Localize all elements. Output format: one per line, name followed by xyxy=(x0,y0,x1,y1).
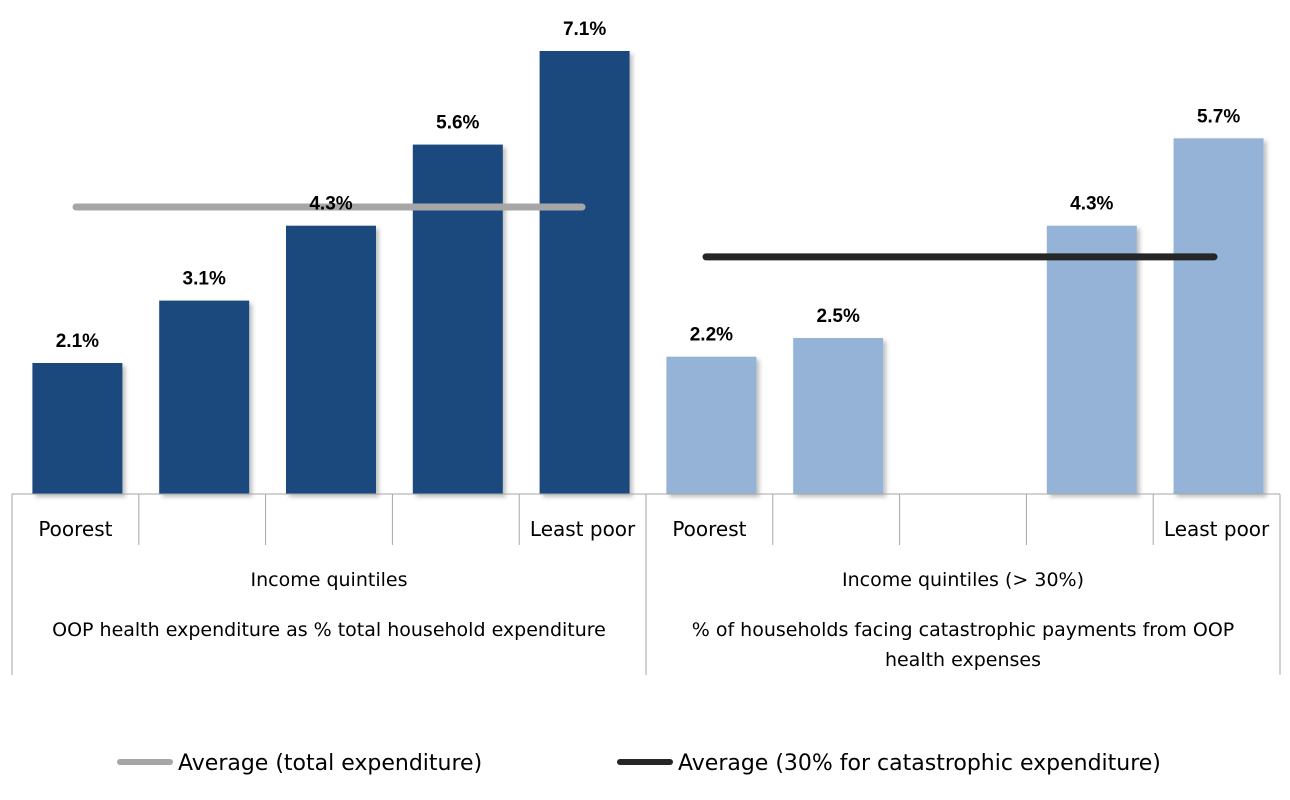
data-label-group1-4: 5.6% xyxy=(436,113,479,134)
category-label-group1-1: Poorest xyxy=(38,517,112,541)
data-label-group2-4: 4.3% xyxy=(1070,194,1113,215)
category-label-group2-1: Poorest xyxy=(672,517,746,541)
data-label-group1-2: 3.1% xyxy=(183,269,226,290)
series-label-group2: Income quintiles (> 30%) xyxy=(842,569,1084,591)
bar-group1-1 xyxy=(32,363,123,494)
data-label-group1-1: 2.1% xyxy=(56,331,99,352)
bar-group1-2 xyxy=(159,300,250,494)
legend-entry-1: Average (total expenditure) xyxy=(178,751,482,776)
bar-group1-4 xyxy=(412,144,503,494)
data-label-group2-1: 2.2% xyxy=(690,325,733,346)
legend-entry-2: Average (30% for catastrophic expenditur… xyxy=(678,751,1161,776)
bar-group2-4 xyxy=(1046,225,1137,494)
group-description-group1-line1: OOP health expenditure as % total househ… xyxy=(52,619,606,641)
bar-group1-3 xyxy=(286,225,376,494)
group-description-group2-line2: health expenses xyxy=(885,649,1041,671)
category-label-group1-5: Least poor xyxy=(530,517,636,541)
bar-group2-5 xyxy=(1173,138,1264,495)
bar-group2-1 xyxy=(666,356,757,494)
data-label-group2-5: 5.7% xyxy=(1197,106,1240,127)
data-label-group1-5: 7.1% xyxy=(563,19,606,40)
data-label-group1-3: 4.3% xyxy=(309,194,352,215)
category-label-group2-5: Least poor xyxy=(1164,517,1270,541)
bar-group1-5 xyxy=(539,51,630,494)
series-label-group1: Income quintiles xyxy=(251,569,408,591)
data-label-group2-2: 2.5% xyxy=(817,306,860,327)
group-description-group2-line1: % of households facing catastrophic paym… xyxy=(692,619,1235,641)
bar-group2-2 xyxy=(793,338,884,494)
